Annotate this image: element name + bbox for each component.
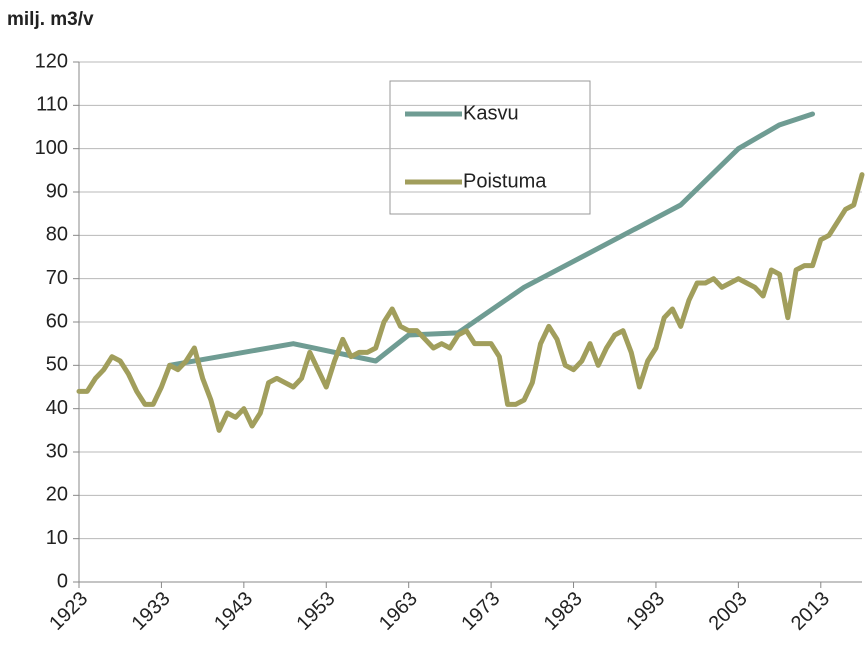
y-tick-label: 50 <box>46 354 68 376</box>
x-tick-label: 2003 <box>705 588 752 635</box>
y-tick-label: 40 <box>46 397 68 419</box>
x-tick-label: 1953 <box>293 588 340 635</box>
x-tick-label: 1963 <box>375 588 422 635</box>
y-tick-label: 80 <box>46 224 68 246</box>
y-tick-label: 0 <box>57 570 68 592</box>
y-axis-label: milj. m3/v <box>7 9 94 30</box>
y-tick-label: 110 <box>36 94 68 116</box>
y-tick-label: 20 <box>46 484 68 506</box>
x-tick-label: 1973 <box>457 588 504 635</box>
y-tick-label: 70 <box>46 267 68 289</box>
legend-box <box>389 80 591 215</box>
x-tick-label: 1933 <box>128 588 175 635</box>
x-tick-label: 1943 <box>210 588 257 635</box>
x-tick-label: 1993 <box>622 588 669 635</box>
x-tick-label: 2013 <box>787 588 834 635</box>
y-tick-label: 30 <box>46 440 68 462</box>
y-tick-label: 60 <box>46 310 68 332</box>
y-tick-label: 100 <box>35 137 68 159</box>
y-tick-label: 10 <box>46 527 68 549</box>
legend-label: Poistuma <box>463 170 547 192</box>
data-line <box>76 172 865 433</box>
y-tick-label: 120 <box>35 50 68 72</box>
legend-label: Kasvu <box>463 102 519 124</box>
x-tick-label: 1983 <box>540 588 587 635</box>
y-tick-label: 90 <box>46 180 68 202</box>
x-tick-label: 1923 <box>45 588 92 635</box>
